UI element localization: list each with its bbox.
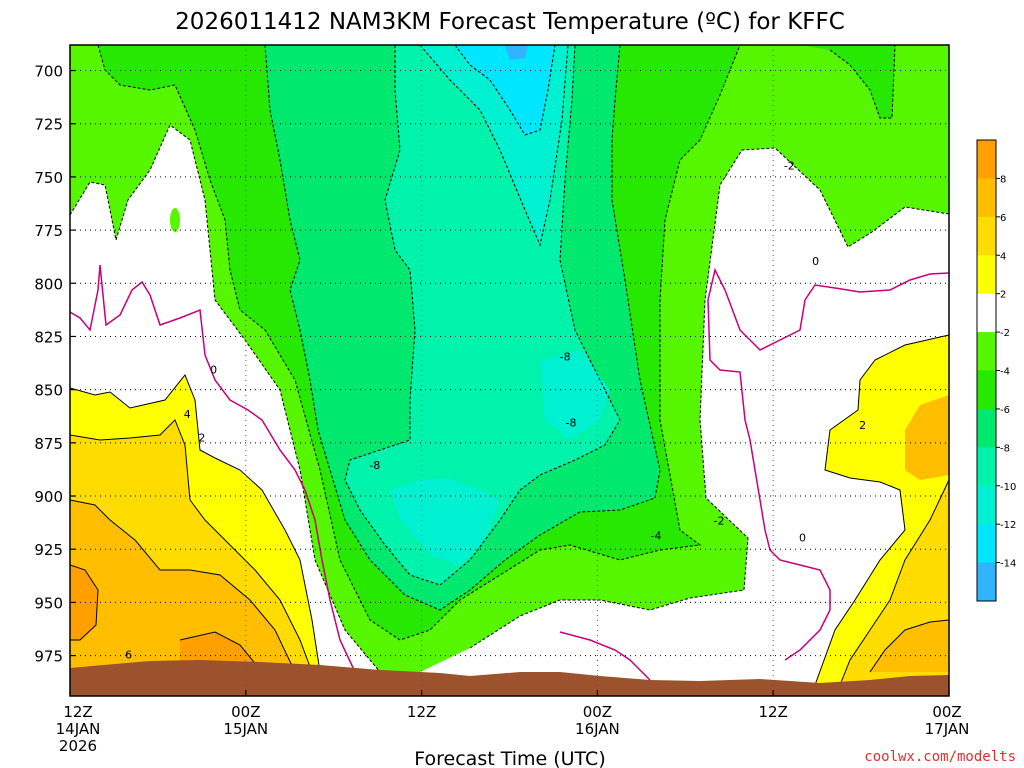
band-m4tom2-bubble — [170, 208, 180, 232]
x-tick-label: 12Z — [63, 703, 92, 721]
colorbar-tick-label: -10 — [1000, 482, 1016, 493]
contour-m8 — [344, 45, 621, 586]
y-tick-label: 850 — [34, 382, 63, 400]
contour-label: 6 — [125, 649, 132, 662]
colorbar-segment — [977, 370, 996, 410]
colorbar-segment — [977, 562, 996, 602]
x-tick-label: 12Z — [759, 703, 788, 721]
contour-0-left — [70, 264, 356, 673]
y-tick-label: 900 — [34, 488, 63, 506]
chart-title: 2026011412 NAM3KM Forecast Temperature (… — [175, 9, 845, 35]
contour-label: 4 — [184, 408, 191, 421]
colorbar-tick-label: -2 — [1000, 328, 1010, 339]
plot-area — [70, 45, 949, 696]
contour-label: 0 — [210, 364, 217, 377]
contour-m6 — [264, 45, 661, 611]
colorbar-segment — [977, 524, 996, 564]
x-tick-label: 12Z — [407, 703, 436, 721]
contour-label: -8 — [566, 417, 577, 430]
contour-m2 — [70, 124, 949, 673]
contour-4 — [70, 419, 949, 686]
y-tick-label: 750 — [34, 169, 63, 187]
y-tick-label: 800 — [34, 275, 63, 293]
contour-label: -2 — [784, 159, 795, 172]
contour-lines — [70, 45, 949, 686]
x-tick-label: 16JAN — [575, 720, 620, 738]
x-tick-label: 2026 — [59, 737, 97, 755]
plot-frame — [69, 44, 950, 697]
colorbar-segment — [977, 447, 996, 487]
colorbar-segment — [977, 140, 996, 179]
band-ltm14 — [505, 45, 528, 60]
colorbar-tick-label: 4 — [1000, 251, 1006, 262]
x-tick-label: 14JAN — [56, 720, 101, 738]
colorbar-tick-label: 8 — [1000, 174, 1006, 185]
colorbar-segment — [977, 332, 996, 371]
colorbar: 8 6 4 2 -2 -4 -6 -8 -10 -12 -14 — [976, 139, 1016, 602]
contour-label: 2 — [198, 432, 205, 445]
contour-label: 0 — [799, 532, 806, 545]
colorbar-segment — [977, 178, 996, 218]
x-tick-label: 15JAN — [223, 720, 268, 738]
colorbar-tick-label: 6 — [1000, 213, 1006, 224]
y-axis: 700 725 750 775 800 825 850 875 900 925 950 975 — [34, 63, 76, 666]
band-6to8-left — [70, 500, 295, 672]
colorbar-tick-label: -6 — [1000, 405, 1010, 416]
x-tick-label: 00Z — [583, 703, 612, 721]
band-m14tom12 — [455, 45, 555, 135]
grid — [70, 45, 949, 696]
x-tick-label: 00Z — [932, 703, 961, 721]
contour-m4 — [97, 45, 896, 641]
credit-text: coolwx.com/modelts — [864, 749, 1016, 765]
contour-label: 0 — [812, 255, 819, 268]
contour-8 — [70, 564, 263, 673]
x-tick-label: 17JAN — [925, 720, 970, 738]
y-tick-label: 825 — [34, 328, 63, 346]
contour-6 — [70, 499, 949, 673]
colorbar-segment — [977, 485, 996, 525]
colorbar-segment — [977, 255, 996, 295]
y-tick-label: 725 — [34, 116, 63, 134]
y-tick-label: 925 — [34, 541, 63, 559]
x-axis-label: Forecast Time (UTC) — [414, 748, 605, 768]
colorbar-tick-label: -12 — [1000, 520, 1016, 531]
colorbar-tick-label: -4 — [1000, 367, 1010, 378]
colorbar-segment — [977, 216, 996, 256]
y-tick-label: 950 — [34, 594, 63, 612]
y-tick-label: 700 — [34, 63, 63, 81]
contour-m10 — [419, 45, 569, 247]
contour-m12 — [454, 45, 556, 136]
colorbar-tick-label: -14 — [1000, 559, 1016, 570]
colorbar-tick-label: -8 — [1000, 443, 1010, 454]
y-tick-label: 775 — [34, 222, 63, 240]
contour-0-right — [559, 267, 949, 681]
contour-label: -4 — [651, 529, 662, 542]
y-tick-label: 975 — [34, 648, 63, 666]
band-gt8-left — [70, 565, 262, 672]
contour-label: 2 — [859, 419, 866, 432]
colorbar-tick-label: 2 — [1000, 290, 1006, 301]
contour-2 — [70, 334, 949, 686]
contour-label: -8 — [369, 459, 380, 472]
x-tick-label: 00Z — [231, 703, 260, 721]
band-6to8-right — [870, 395, 949, 672]
contour-label: -2 — [714, 515, 725, 528]
terrain — [70, 660, 949, 696]
contour-label: -8 — [560, 351, 571, 364]
colorbar-segment — [977, 293, 996, 333]
y-tick-label: 875 — [34, 435, 63, 453]
colorbar-segment — [977, 408, 996, 448]
